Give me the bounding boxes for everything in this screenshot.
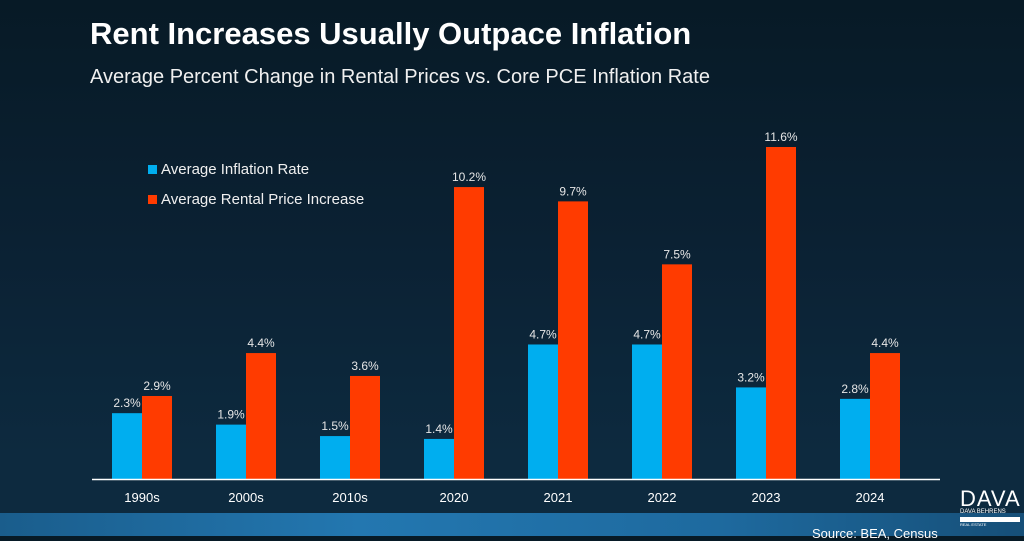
- logo-tagline: REAL ESTATE: [960, 522, 987, 527]
- logo-sub-text: DAVA BEHRENS: [960, 509, 1006, 515]
- bar-rent-2022: [662, 264, 692, 479]
- data-label-rent-2024: 4.4%: [871, 336, 899, 350]
- legend-item-inflation: Average Inflation Rate: [148, 154, 364, 184]
- x-tick-label-1990s: 1990s: [124, 490, 160, 505]
- legend: Average Inflation Rate Average Rental Pr…: [148, 154, 364, 214]
- x-tick-label-2021: 2021: [544, 490, 573, 505]
- bar-inflation-2022: [632, 344, 662, 479]
- data-label-rent-2021: 9.7%: [559, 184, 587, 198]
- bar-inflation-2000s: [216, 424, 246, 479]
- bar-rent-2000s: [246, 353, 276, 479]
- bar-inflation-2020: [424, 438, 454, 479]
- bottom-band: [0, 513, 1024, 536]
- bar-rent-1990s: [142, 396, 172, 479]
- data-label-inflation-2022: 4.7%: [633, 327, 661, 341]
- data-label-rent-2020: 10.2%: [452, 170, 486, 184]
- logo-main-text: DAVA: [960, 486, 1021, 511]
- bar-rent-2010s: [350, 375, 380, 479]
- bar-inflation-2021: [528, 344, 558, 479]
- data-label-inflation-2010s: 1.5%: [321, 419, 349, 433]
- data-label-inflation-2020: 1.4%: [425, 422, 453, 436]
- legend-item-rent: Average Rental Price Increase: [148, 184, 364, 214]
- dava-logo: DAVA DAVA BEHRENS REAL ESTATE: [960, 486, 1021, 528]
- data-label-inflation-2000s: 1.9%: [217, 408, 245, 422]
- bar-rent-2020: [454, 187, 484, 479]
- chart-subtitle: Average Percent Change in Rental Prices …: [90, 66, 710, 88]
- x-tick-label-2024: 2024: [856, 490, 885, 505]
- chart-title: Rent Increases Usually Outpace Inflation: [90, 16, 692, 51]
- bar-inflation-1990s: [112, 413, 142, 479]
- bar-inflation-2023: [736, 387, 766, 479]
- legend-label-rent: Average Rental Price Increase: [161, 190, 365, 208]
- data-label-rent-2022: 7.5%: [663, 247, 691, 261]
- bar-inflation-2024: [840, 398, 870, 479]
- data-label-rent-2023: 11.6%: [764, 130, 797, 144]
- legend-swatch-inflation: [148, 164, 157, 174]
- data-label-inflation-2023: 3.2%: [737, 370, 765, 384]
- legend-label-inflation: Average Inflation Rate: [161, 160, 310, 178]
- x-tick-label-2000s: 2000s: [228, 490, 264, 505]
- data-label-rent-2000s: 4.4%: [247, 336, 275, 350]
- data-label-rent-2010s: 3.6%: [351, 359, 379, 373]
- bar-inflation-2010s: [320, 436, 350, 479]
- bar-rent-2024: [870, 353, 900, 479]
- source-note: Source: BEA, Census: [812, 526, 938, 541]
- data-label-rent-1990s: 2.9%: [143, 379, 171, 393]
- x-tick-label-2020: 2020: [440, 490, 469, 505]
- data-label-inflation-1990s: 2.3%: [113, 396, 141, 410]
- data-label-inflation-2024: 2.8%: [841, 382, 869, 396]
- legend-swatch-rent: [148, 194, 157, 204]
- x-tick-label-2022: 2022: [648, 490, 677, 505]
- bar-rent-2023: [766, 147, 796, 479]
- x-tick-label-2023: 2023: [752, 490, 781, 505]
- bar-rent-2021: [558, 201, 588, 479]
- x-tick-label-2010s: 2010s: [332, 490, 368, 505]
- logo-bar: [960, 517, 1020, 522]
- data-label-inflation-2021: 4.7%: [529, 327, 557, 341]
